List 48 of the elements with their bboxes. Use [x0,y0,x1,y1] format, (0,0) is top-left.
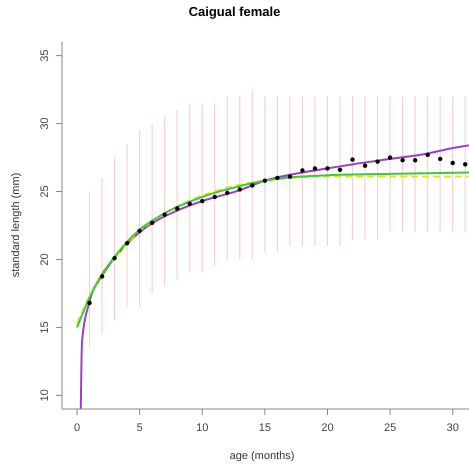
x-axis-title: age (months) [228,450,296,462]
y-tick-label: 25 [39,185,51,198]
point [388,155,392,160]
point [137,228,142,234]
y-tick-label: 30 [39,117,51,130]
point [438,156,442,162]
point [350,157,355,162]
point [300,168,305,173]
point [450,160,455,166]
point [162,212,167,217]
y-tick-label: 15 [39,321,51,334]
point [188,202,192,206]
x-tick-label: 0 [74,422,80,434]
point [362,163,368,168]
point [238,187,242,192]
point [312,166,318,171]
point [262,178,268,183]
y-tick-label: 20 [39,253,51,266]
point [212,194,217,200]
y-tick-label: 35 [39,49,51,62]
point [100,274,104,279]
line-series [80,144,469,409]
point [463,162,468,167]
point [175,206,180,211]
chart-title: Caigual female [188,4,282,19]
point [400,158,405,162]
point [288,174,292,179]
point [425,152,430,158]
point [412,158,418,162]
point [87,300,92,306]
x-tick-label: 25 [384,422,396,434]
point [150,220,154,225]
x-tick-label: 10 [196,422,208,434]
y-axis-title: standard length (mm) [10,172,22,278]
point [200,198,204,204]
point [338,168,342,172]
point [325,166,330,171]
x-tick-label: 30 [446,422,459,434]
point [124,240,130,246]
point [375,159,380,164]
x-tick-label: 5 [136,422,143,434]
point [112,256,117,260]
x-tick-label: 15 [258,422,271,434]
x-tick-label: 20 [321,422,334,434]
point [275,176,280,180]
point [250,183,255,188]
point [225,190,230,196]
y-tick-label: 10 [39,389,51,402]
